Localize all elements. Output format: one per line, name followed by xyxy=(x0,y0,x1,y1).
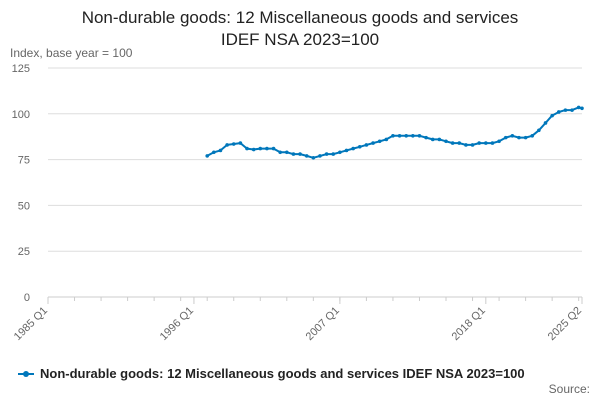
data-point xyxy=(464,143,468,147)
data-point xyxy=(258,146,263,151)
data-point xyxy=(424,135,428,140)
data-point xyxy=(556,110,561,114)
legend[interactable]: Non-durable goods: 12 Miscellaneous good… xyxy=(18,366,525,381)
data-point xyxy=(430,137,435,142)
data-point xyxy=(470,143,475,147)
x-tick-label: 2007 Q1 xyxy=(304,305,342,343)
data-point xyxy=(338,150,342,155)
data-point xyxy=(218,148,223,153)
data-point xyxy=(357,144,362,149)
data-point xyxy=(271,146,276,151)
x-tick-label: 1985 Q1 xyxy=(12,305,50,343)
chart-title-line-2: IDEF NSA 2023=100 xyxy=(220,30,380,49)
data-point xyxy=(364,143,369,147)
y-axis-label: Index, base year = 100 xyxy=(10,46,133,60)
series-layer xyxy=(205,105,584,160)
data-point xyxy=(570,108,574,112)
data-point xyxy=(331,152,336,156)
data-point xyxy=(497,139,501,144)
data-point xyxy=(503,135,508,140)
data-point xyxy=(417,133,422,138)
data-point xyxy=(212,150,216,155)
data-point xyxy=(278,150,282,155)
series-line-0 xyxy=(206,106,583,159)
data-point xyxy=(490,141,495,145)
data-point xyxy=(457,141,462,145)
data-point xyxy=(205,154,210,158)
data-point xyxy=(450,141,455,145)
legend-line-marker-icon xyxy=(18,369,34,379)
data-point xyxy=(477,141,481,145)
data-point xyxy=(563,108,568,112)
data-point xyxy=(265,146,269,151)
data-point xyxy=(543,121,548,125)
data-point xyxy=(576,105,581,110)
y-tick-label: 75 xyxy=(18,155,30,167)
data-point xyxy=(291,152,296,156)
x-tick-label: 2018 Q1 xyxy=(450,305,488,343)
data-point xyxy=(411,133,415,138)
x-axis-ticks: 1985 Q1 1996 Q1 2007 Q1 2018 Q1 2025 Q2 xyxy=(12,297,584,343)
data-point xyxy=(344,148,349,153)
data-point xyxy=(324,152,329,156)
data-point xyxy=(311,155,316,160)
data-point xyxy=(391,133,395,138)
data-point xyxy=(238,141,243,145)
data-point xyxy=(484,141,488,145)
x-tick-label: 1996 Q1 xyxy=(158,305,196,343)
y-tick-label: 125 xyxy=(12,63,30,75)
grid-layer xyxy=(48,67,582,298)
y-tick-label: 50 xyxy=(18,200,30,212)
data-point xyxy=(530,133,535,138)
data-point xyxy=(225,143,229,147)
data-point xyxy=(537,128,541,133)
data-point xyxy=(517,135,521,140)
data-point xyxy=(580,106,584,111)
data-point xyxy=(397,133,402,138)
x-tick-label: 2025 Q2 xyxy=(546,305,584,343)
chart-title-line-1: Non-durable goods: 12 Miscellaneous good… xyxy=(81,8,519,27)
data-point xyxy=(523,135,528,140)
data-point xyxy=(404,133,409,138)
data-point xyxy=(550,113,554,118)
source-label: Source: xyxy=(548,382,590,396)
data-point xyxy=(318,154,322,158)
legend-label: Non-durable goods: 12 Miscellaneous good… xyxy=(40,366,525,381)
data-point xyxy=(351,146,355,151)
y-tick-label: 25 xyxy=(18,246,30,258)
data-point xyxy=(251,147,256,152)
y-tick-labels: 0 25 50 75 100 125 xyxy=(12,63,30,304)
data-point xyxy=(444,139,448,144)
data-point xyxy=(231,142,236,146)
y-tick-label: 0 xyxy=(24,292,30,304)
data-point xyxy=(304,154,309,158)
data-point xyxy=(384,137,389,142)
data-point xyxy=(437,137,442,142)
data-point xyxy=(285,150,289,155)
data-point xyxy=(377,139,382,144)
data-point xyxy=(371,141,375,145)
data-point xyxy=(298,152,302,156)
data-point xyxy=(245,146,249,151)
y-tick-label: 100 xyxy=(12,109,30,121)
data-point xyxy=(510,133,515,138)
